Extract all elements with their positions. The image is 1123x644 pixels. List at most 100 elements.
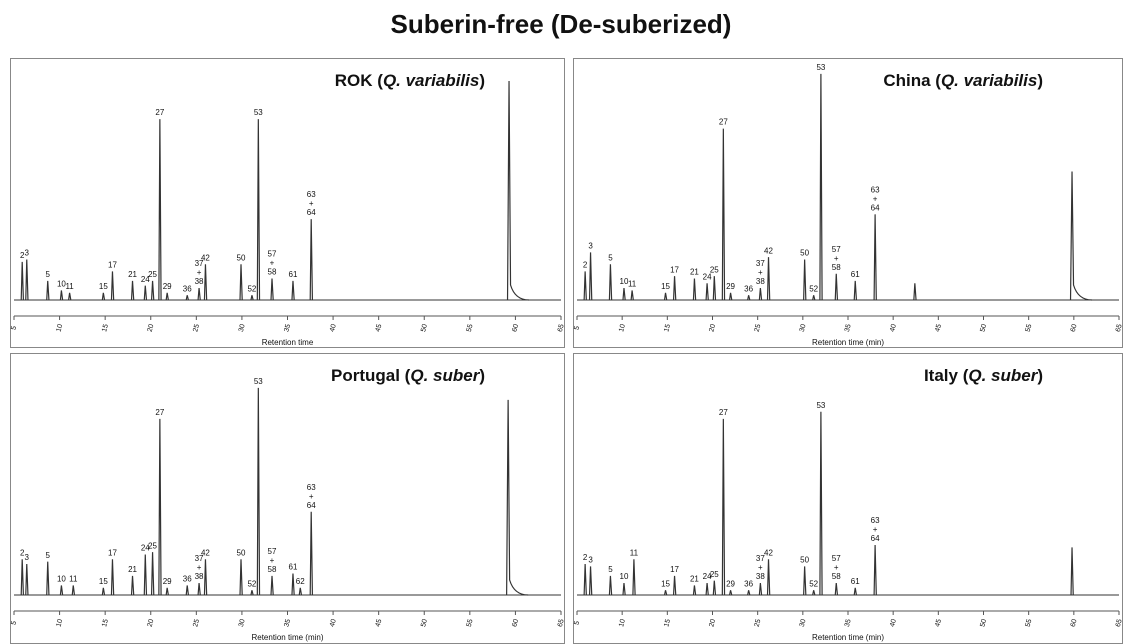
peak-label: 2 bbox=[583, 261, 588, 270]
x-tick-label: 60 bbox=[511, 323, 520, 332]
peak-label: 36 bbox=[183, 575, 192, 584]
peak bbox=[143, 285, 148, 301]
x-tick-label: 25 bbox=[192, 323, 201, 332]
peak-label: 57 bbox=[268, 250, 277, 259]
panel-title-part: Portugal ( bbox=[331, 366, 411, 385]
peak bbox=[728, 590, 733, 596]
peak bbox=[239, 559, 243, 596]
peak-label: 63 bbox=[307, 483, 316, 492]
x-tick-label: 65 bbox=[557, 618, 566, 627]
peak bbox=[712, 276, 717, 301]
peak-label: + bbox=[197, 563, 202, 572]
peak bbox=[758, 288, 763, 301]
peak bbox=[110, 271, 115, 301]
peak-label: 24 bbox=[141, 544, 150, 553]
peak-label: 37 bbox=[756, 259, 765, 268]
panel-title-part: ) bbox=[479, 71, 485, 90]
x-tick-label: 60 bbox=[1070, 618, 1079, 627]
peak bbox=[110, 559, 115, 596]
peak-label: 52 bbox=[809, 284, 818, 293]
peak bbox=[1070, 547, 1074, 596]
peak bbox=[630, 290, 634, 301]
x-tick-label: 25 bbox=[754, 323, 763, 332]
peak-label: + bbox=[270, 259, 275, 268]
panel-title-part: Q. suber bbox=[410, 366, 480, 385]
peak bbox=[766, 559, 771, 596]
panel-title-part: ) bbox=[479, 366, 485, 385]
x-tick-label: 40 bbox=[329, 618, 338, 627]
peak-label: + bbox=[309, 199, 314, 208]
panel-title-part: Q. variabilis bbox=[941, 71, 1037, 90]
peak-label: 29 bbox=[163, 577, 172, 586]
peak-label: + bbox=[834, 563, 839, 572]
peak-label: 27 bbox=[719, 408, 728, 417]
peak-label: 25 bbox=[710, 570, 719, 579]
peak bbox=[803, 566, 807, 596]
peak-label: + bbox=[309, 492, 314, 501]
peak bbox=[583, 564, 587, 596]
peak bbox=[309, 511, 314, 596]
x-tick-label: 50 bbox=[979, 618, 988, 627]
peak bbox=[663, 292, 668, 301]
peak bbox=[150, 280, 155, 301]
x-tick-label: 20 bbox=[708, 323, 717, 332]
peak bbox=[588, 566, 593, 596]
peak-label: 63 bbox=[871, 516, 880, 525]
peak-label: + bbox=[758, 268, 763, 277]
peak bbox=[101, 292, 106, 301]
peak-label: 58 bbox=[832, 263, 841, 272]
peak-label: 50 bbox=[237, 253, 246, 262]
peak bbox=[165, 587, 169, 596]
peak bbox=[873, 545, 877, 596]
x-tick-label: 10 bbox=[618, 618, 627, 627]
x-tick-label: 40 bbox=[889, 323, 898, 332]
x-tick-label: 15 bbox=[101, 323, 110, 332]
peak-label: 62 bbox=[296, 577, 305, 586]
peak bbox=[20, 261, 25, 301]
peak bbox=[150, 552, 155, 596]
peak-label: 58 bbox=[268, 268, 277, 277]
x-tick-label: 45 bbox=[934, 323, 943, 332]
x-axis-label: Retention time (min) bbox=[812, 633, 884, 642]
peak-label: 27 bbox=[155, 108, 164, 117]
peak bbox=[185, 585, 190, 596]
peak-label: 11 bbox=[628, 280, 637, 289]
peak bbox=[608, 264, 613, 301]
peak bbox=[256, 119, 261, 301]
peak-label: 36 bbox=[744, 579, 753, 588]
peak-label: 61 bbox=[289, 270, 298, 279]
x-tick-label: 55 bbox=[466, 323, 475, 332]
peak bbox=[291, 280, 295, 301]
peak bbox=[158, 418, 162, 596]
peak-label: 61 bbox=[851, 270, 860, 279]
panel-title: China (Q. variabilis) bbox=[883, 71, 1043, 90]
peak-label: 58 bbox=[832, 572, 841, 581]
x-tick-label: 15 bbox=[101, 618, 110, 627]
x-tick-label: 65 bbox=[1115, 618, 1123, 627]
peak-label: 2 bbox=[20, 251, 25, 260]
peak-label: + bbox=[834, 254, 839, 263]
peak bbox=[130, 280, 135, 301]
peak-label: 24 bbox=[703, 572, 712, 581]
x-tick-label: 65 bbox=[1115, 323, 1123, 332]
peak-label: 17 bbox=[670, 265, 679, 274]
x-tick-label: 5 bbox=[573, 620, 581, 626]
peak-label: + bbox=[873, 194, 878, 203]
peak-label: 5 bbox=[46, 270, 51, 279]
peak bbox=[583, 271, 587, 301]
peak-label: 2 bbox=[583, 553, 588, 562]
x-tick-label: 25 bbox=[192, 618, 201, 627]
peak-label: 3 bbox=[588, 242, 593, 251]
x-tick-label: 10 bbox=[618, 323, 627, 332]
peak-label: 38 bbox=[195, 277, 204, 286]
x-tick-label: 55 bbox=[466, 618, 475, 627]
peak bbox=[747, 295, 751, 301]
peak bbox=[663, 590, 668, 596]
x-tick-label: 45 bbox=[375, 618, 384, 627]
peak-label: 37 bbox=[195, 259, 204, 268]
peak bbox=[291, 573, 295, 596]
x-tick-label: 45 bbox=[375, 323, 384, 332]
peak bbox=[721, 418, 726, 596]
peak-label: 17 bbox=[108, 261, 117, 270]
x-tick-label: 5 bbox=[10, 325, 18, 331]
